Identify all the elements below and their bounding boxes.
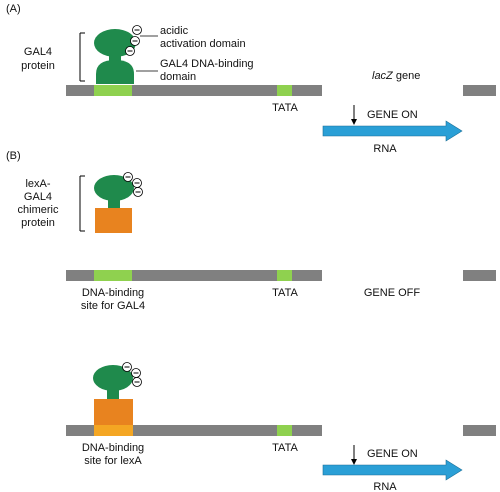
tata-box-b-bottom — [277, 425, 292, 436]
gal4-protein-shape — [94, 29, 136, 84]
lacz-italic: lacZ — [372, 70, 394, 82]
gene-on-label-a: GENE ON — [367, 109, 418, 121]
gal4-binding-site-b — [94, 270, 132, 281]
dna-strand-b-mid — [66, 270, 496, 281]
tata-box-a — [277, 85, 292, 96]
rna-label-b: RNA — [373, 481, 397, 492]
tata-label-a: TATA — [272, 102, 298, 114]
lacz-gene-b-mid — [322, 270, 463, 281]
tata-box-b-mid — [277, 270, 292, 281]
lexa-gal4-protein-free — [94, 175, 134, 233]
lacz-gene-label: lacZ gene — [372, 70, 420, 82]
chimera-label-4: protein — [21, 217, 55, 229]
gene-on-label-b: GENE ON — [367, 448, 418, 460]
lexa-site-label-2: site for lexA — [84, 455, 142, 467]
dna-strand-a — [66, 85, 496, 96]
activation-label-2: activation domain — [160, 38, 246, 50]
rna-label-a: RNA — [373, 143, 397, 155]
gene-off-label: GENE OFF — [364, 287, 421, 299]
chimera-label-2: GAL4 — [24, 191, 52, 203]
lacz-gene-b-bottom — [322, 425, 463, 436]
binding-label-1: GAL4 DNA-binding — [160, 58, 254, 70]
chimera-charges-bound — [122, 362, 142, 387]
tata-label-b-mid: TATA — [272, 287, 298, 299]
lacz-rest: gene — [393, 70, 421, 82]
tata-label-b-bottom: TATA — [272, 442, 298, 454]
gal4-site-label-2: site for GAL4 — [81, 300, 145, 312]
gal4-site-label-1: DNA-binding — [82, 287, 144, 299]
chimera-bracket — [79, 175, 85, 232]
rna-arrow-a — [322, 120, 463, 142]
lexa-gal4-protein-bound — [93, 365, 133, 425]
gal4-protein-label-2: protein — [21, 60, 55, 72]
lexa-site-label-1: DNA-binding — [82, 442, 144, 454]
lexa-binding-site — [94, 425, 133, 436]
lacz-gene-a — [322, 85, 463, 96]
panel-a-label: (A) — [6, 3, 21, 15]
gal4-binding-site-a — [94, 85, 132, 96]
gal4-protein-bracket — [79, 32, 85, 82]
activation-label-1: acidic — [160, 25, 189, 37]
chimera-label-3: chimeric — [18, 204, 59, 216]
binding-label-2: domain — [160, 71, 196, 83]
dna-strand-b-bottom — [66, 425, 496, 436]
panel-b-label: (B) — [6, 150, 21, 162]
rna-arrow-b — [322, 459, 463, 481]
gal4-protein-label-1: GAL4 — [24, 46, 52, 58]
chimera-label-1: lexA- — [25, 178, 50, 190]
gal4-charges — [125, 25, 142, 56]
chimera-charges-free — [123, 172, 143, 197]
